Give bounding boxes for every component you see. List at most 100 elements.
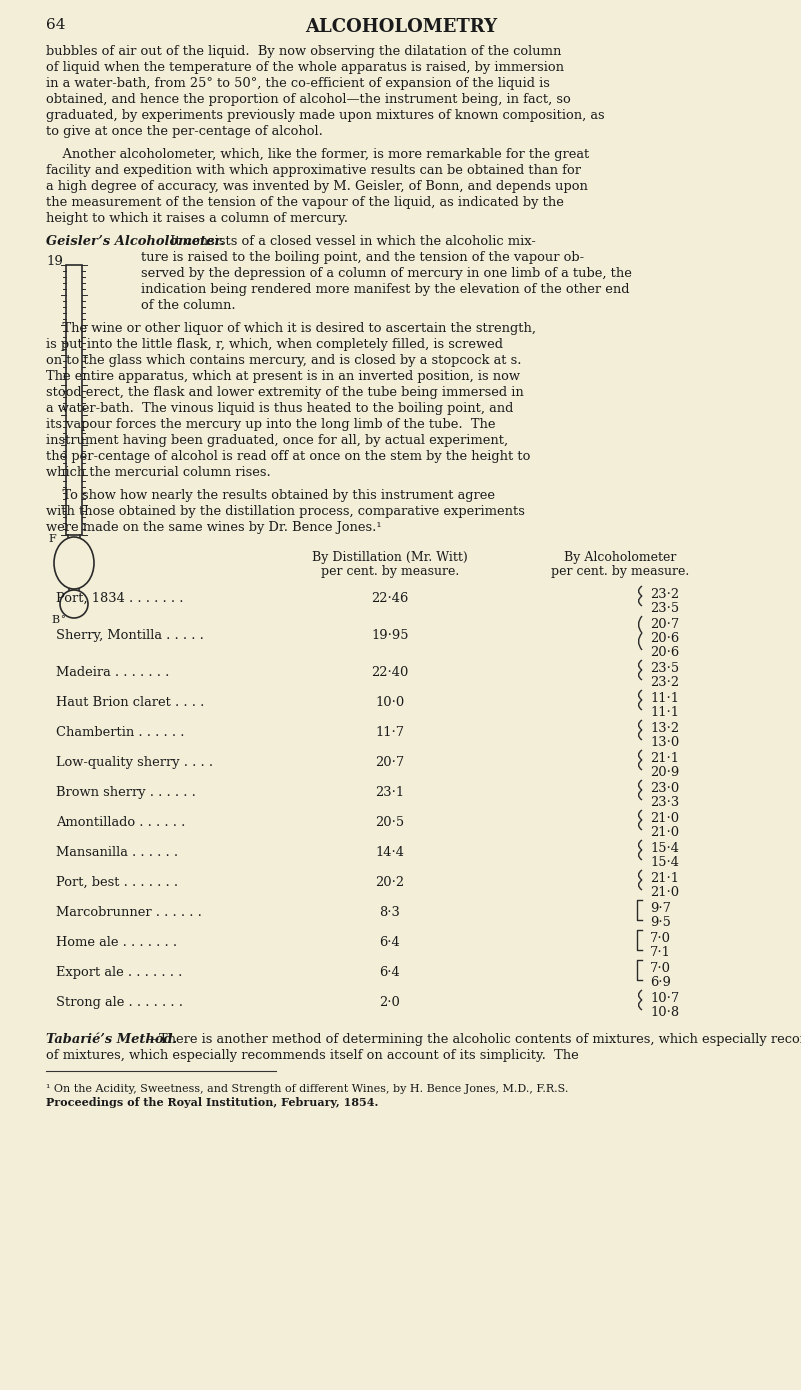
Text: ALCOHOLOMETRY: ALCOHOLOMETRY	[305, 18, 497, 36]
Text: Chambertin . . . . . .: Chambertin . . . . . .	[56, 726, 184, 739]
Text: 2·0: 2·0	[380, 997, 400, 1009]
Text: 20·6: 20·6	[650, 632, 679, 645]
Text: Port, best . . . . . . .: Port, best . . . . . . .	[56, 876, 178, 890]
Text: in a water-bath, from 25° to 50°, the co-efficient of expansion of the liquid is: in a water-bath, from 25° to 50°, the co…	[46, 76, 549, 90]
Text: Sherry, Montilla . . . . .: Sherry, Montilla . . . . .	[56, 630, 204, 642]
Text: ture is raised to the boiling point, and the tension of the vapour ob-: ture is raised to the boiling point, and…	[141, 252, 584, 264]
Text: which the mercurial column rises.: which the mercurial column rises.	[46, 466, 271, 480]
Text: were made on the same wines by Dr. Bence Jones.¹: were made on the same wines by Dr. Bence…	[46, 521, 381, 534]
Text: the per-centage of alcohol is read off at once on the stem by the height to: the per-centage of alcohol is read off a…	[46, 450, 530, 463]
Text: of liquid when the temperature of the whole apparatus is raised, by immersion: of liquid when the temperature of the wh…	[46, 61, 564, 74]
Text: By Distillation (Mr. Witt): By Distillation (Mr. Witt)	[312, 550, 468, 564]
Text: 21·0: 21·0	[650, 812, 679, 826]
Text: of mixtures, which especially recommends itself on account of its simplicity.  T: of mixtures, which especially recommends…	[46, 1049, 579, 1062]
Text: 20·7: 20·7	[650, 619, 679, 631]
Text: served by the depression of a column of mercury in one limb of a tube, the: served by the depression of a column of …	[141, 267, 632, 279]
Text: with those obtained by the distillation process, comparative experiments: with those obtained by the distillation …	[46, 505, 525, 518]
Text: 7·1: 7·1	[650, 947, 671, 959]
Text: 13·2: 13·2	[650, 721, 679, 735]
Text: 20·7: 20·7	[376, 756, 405, 769]
Text: graduated, by experiments previously made upon mixtures of known composition, as: graduated, by experiments previously mad…	[46, 108, 605, 122]
Text: Brown sherry . . . . . .: Brown sherry . . . . . .	[56, 785, 196, 799]
Text: F: F	[48, 534, 56, 543]
Text: 9·5: 9·5	[650, 916, 671, 929]
Text: 6·9: 6·9	[650, 976, 671, 990]
Text: Port, 1834 . . . . . . .: Port, 1834 . . . . . . .	[56, 592, 183, 605]
Text: Marcobrunner . . . . . .: Marcobrunner . . . . . .	[56, 906, 202, 919]
Text: 20·6: 20·6	[650, 646, 679, 659]
Text: 11·1: 11·1	[650, 692, 679, 705]
Text: to give at once the per-centage of alcohol.: to give at once the per-centage of alcoh…	[46, 125, 323, 138]
Text: the measurement of the tension of the vapour of the liquid, as indicated by the: the measurement of the tension of the va…	[46, 196, 564, 208]
Text: Home ale . . . . . . .: Home ale . . . . . . .	[56, 935, 177, 949]
Text: To show how nearly the results obtained by this instrument agree: To show how nearly the results obtained …	[46, 489, 495, 502]
Text: per cent. by measure.: per cent. by measure.	[551, 564, 689, 578]
Text: 8·3: 8·3	[380, 906, 400, 919]
Text: stood erect, the flask and lower extremity of the tube being immersed in: stood erect, the flask and lower extremi…	[46, 386, 524, 399]
Text: B: B	[51, 614, 59, 626]
Text: ¹ On the Acidity, Sweetness, and Strength of different Wines, by H. Bence Jones,: ¹ On the Acidity, Sweetness, and Strengt…	[46, 1084, 569, 1094]
Text: Another alcoholometer, which, like the former, is more remarkable for the great: Another alcoholometer, which, like the f…	[46, 147, 590, 161]
Text: Proceedings of the Royal Institution, February, 1854.: Proceedings of the Royal Institution, Fe…	[46, 1097, 378, 1108]
Text: 10·8: 10·8	[650, 1006, 679, 1019]
Text: Geisler’s Alcoholometer.: Geisler’s Alcoholometer.	[46, 235, 224, 247]
Text: Madeira . . . . . . .: Madeira . . . . . . .	[56, 666, 169, 678]
Text: 19·95: 19·95	[371, 630, 409, 642]
Ellipse shape	[54, 537, 94, 589]
Text: 23·5: 23·5	[650, 602, 679, 614]
Text: facility and expedition with which approximative results can be obtained than fo: facility and expedition with which appro…	[46, 164, 581, 177]
Text: its vapour forces the mercury up into the long limb of the tube.  The: its vapour forces the mercury up into th…	[46, 418, 496, 431]
Text: Low-quality sherry . . . .: Low-quality sherry . . . .	[56, 756, 213, 769]
Text: 13·0: 13·0	[650, 735, 679, 749]
Text: obtained, and hence the proportion of alcohol—the instrument being, in fact, so: obtained, and hence the proportion of al…	[46, 93, 571, 106]
Text: 21·1: 21·1	[650, 752, 679, 764]
Text: instrument having been graduated, once for all, by actual experiment,: instrument having been graduated, once f…	[46, 434, 508, 448]
Text: It consists of a closed vessel in which the alcoholic mix-: It consists of a closed vessel in which …	[162, 235, 536, 247]
Text: 23·3: 23·3	[650, 796, 679, 809]
Text: 19: 19	[46, 254, 62, 268]
Text: 14·4: 14·4	[376, 847, 405, 859]
Text: 15·4: 15·4	[650, 842, 679, 855]
Text: is put into the little flask, r, which, when completely filled, is screwed: is put into the little flask, r, which, …	[46, 338, 503, 352]
Text: 23·1: 23·1	[376, 785, 405, 799]
Text: 10·7: 10·7	[650, 992, 679, 1005]
Text: Haut Brion claret . . . .: Haut Brion claret . . . .	[56, 696, 204, 709]
Text: 23·2: 23·2	[650, 588, 679, 600]
Text: 64: 64	[46, 18, 66, 32]
Text: 11·1: 11·1	[650, 706, 679, 719]
Text: Export ale . . . . . . .: Export ale . . . . . . .	[56, 966, 183, 979]
Text: 20·5: 20·5	[376, 816, 405, 828]
Text: Amontillado . . . . . .: Amontillado . . . . . .	[56, 816, 185, 828]
Text: 6·4: 6·4	[380, 966, 400, 979]
Text: 11·7: 11·7	[376, 726, 405, 739]
Text: 6·4: 6·4	[380, 935, 400, 949]
Text: 20·9: 20·9	[650, 766, 679, 778]
Text: a water-bath.  The vinous liquid is thus heated to the boiling point, and: a water-bath. The vinous liquid is thus …	[46, 402, 513, 416]
Text: a high degree of accuracy, was invented by M. Geisler, of Bonn, and depends upon: a high degree of accuracy, was invented …	[46, 179, 588, 193]
Text: 15·4: 15·4	[650, 856, 679, 869]
Circle shape	[60, 589, 88, 619]
Text: 23·2: 23·2	[650, 676, 679, 689]
Text: 22·46: 22·46	[372, 592, 409, 605]
Text: on to the glass which contains mercury, and is closed by a stopcock at s.: on to the glass which contains mercury, …	[46, 354, 521, 367]
Text: per cent. by measure.: per cent. by measure.	[321, 564, 459, 578]
Text: 23·0: 23·0	[650, 783, 679, 795]
Text: 10·0: 10·0	[376, 696, 405, 709]
Text: Mansanilla . . . . . .: Mansanilla . . . . . .	[56, 847, 178, 859]
Bar	[66, 265, 82, 535]
Text: bubbles of air out of the liquid.  By now observing the dilatation of the column: bubbles of air out of the liquid. By now…	[46, 44, 562, 58]
Text: Tabarié’s Method.: Tabarié’s Method.	[46, 1033, 177, 1047]
Text: The wine or other liquor of which it is desired to ascertain the strength,: The wine or other liquor of which it is …	[46, 322, 536, 335]
Text: of the column.: of the column.	[141, 299, 235, 311]
Text: 23·5: 23·5	[650, 662, 679, 676]
Text: 9·7: 9·7	[650, 902, 671, 915]
Text: 7·0: 7·0	[650, 933, 671, 945]
Text: °: °	[60, 614, 65, 624]
Text: The entire apparatus, which at present is in an inverted position, is now: The entire apparatus, which at present i…	[46, 370, 520, 384]
Text: By Alcoholometer: By Alcoholometer	[564, 550, 676, 564]
Text: 21·0: 21·0	[650, 885, 679, 899]
Text: 20·2: 20·2	[376, 876, 405, 890]
Text: 22·40: 22·40	[372, 666, 409, 678]
Text: 21·0: 21·0	[650, 826, 679, 840]
Text: Strong ale . . . . . . .: Strong ale . . . . . . .	[56, 997, 183, 1009]
